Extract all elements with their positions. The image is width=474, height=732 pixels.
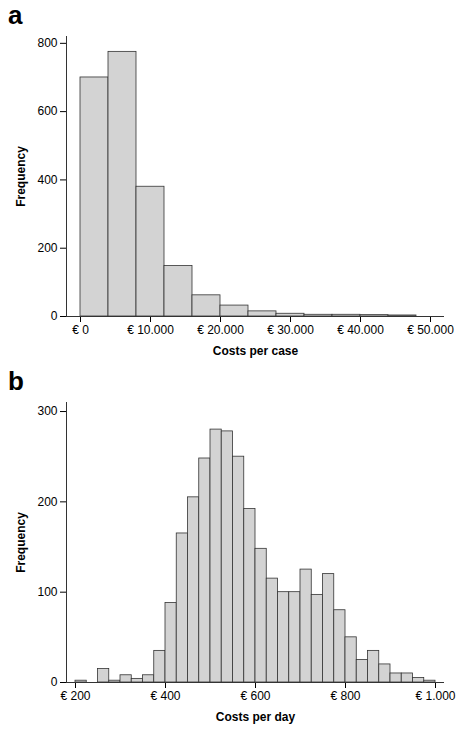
svg-text:€ 30.000: € 30.000 — [267, 323, 314, 337]
svg-text:600: 600 — [37, 104, 57, 118]
svg-text:€ 0: € 0 — [72, 323, 89, 337]
svg-text:Costs per day: Costs per day — [216, 710, 296, 724]
html-text:a: a — [8, 0, 23, 30]
svg-text:400: 400 — [37, 173, 57, 187]
svg-text:200: 200 — [37, 495, 57, 509]
svg-text:€ 40.000: € 40.000 — [337, 323, 384, 337]
svg-text:€ 200: € 200 — [60, 689, 90, 703]
svg-text:100: 100 — [37, 585, 57, 599]
svg-text:€ 800: € 800 — [330, 689, 360, 703]
svg-text:200: 200 — [37, 241, 57, 255]
svg-text:0: 0 — [51, 309, 58, 323]
svg-text:300: 300 — [37, 404, 57, 418]
svg-text:800: 800 — [37, 36, 57, 50]
svg-text:Costs per case: Costs per case — [213, 344, 299, 358]
svg-text:€ 1.000: € 1.000 — [415, 689, 455, 703]
svg-text:€ 10.000: € 10.000 — [127, 323, 174, 337]
svg-text:€ 20.000: € 20.000 — [197, 323, 244, 337]
svg-text:Frequency: Frequency — [14, 512, 28, 573]
svg-text:Frequency: Frequency — [14, 146, 28, 207]
svg-text:0: 0 — [51, 675, 58, 689]
svg-text:€ 400: € 400 — [150, 689, 180, 703]
svg-text:€ 600: € 600 — [240, 689, 270, 703]
html-text:b: b — [8, 366, 24, 396]
svg-text:€ 50.000: € 50.000 — [407, 323, 454, 337]
